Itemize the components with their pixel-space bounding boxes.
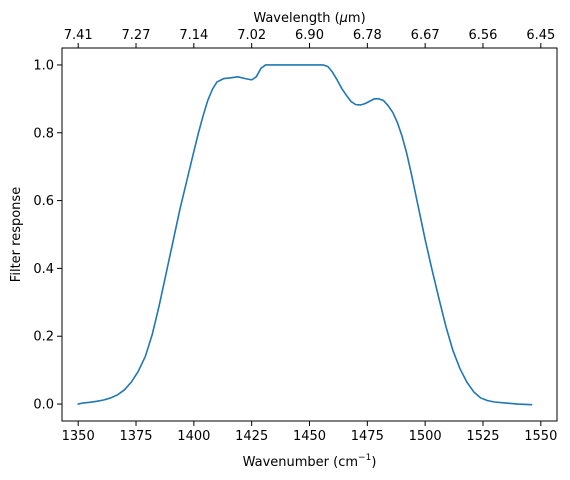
top-tick-label: 6.56 — [469, 28, 498, 43]
top-tick-label: 6.67 — [411, 28, 440, 43]
x-tick-label: 1425 — [235, 429, 268, 444]
x-axis-label-suffix: ) — [371, 455, 376, 470]
y-tick-label: 0.2 — [33, 330, 54, 345]
x-tick-label: 1375 — [119, 429, 152, 444]
top-tick-label: 6.78 — [353, 28, 382, 43]
x-tick-label: 1450 — [293, 429, 326, 444]
x-tick-label: 1400 — [177, 429, 210, 444]
top-x-axis-label-mu: μ — [339, 11, 348, 26]
top-tick-label: 7.41 — [64, 28, 93, 43]
top-tick-label: 6.45 — [526, 28, 555, 43]
y-tick-label: 0.6 — [33, 194, 54, 209]
top-x-axis-label: Wavelength (μm) — [253, 11, 365, 26]
plot-frame — [61, 47, 558, 422]
x-axis-label: Wavenumber (cm−1) — [243, 453, 377, 470]
x-tick-label: 1525 — [466, 429, 499, 444]
top-tick-label: 7.27 — [122, 28, 151, 43]
x-axis-label-main: Wavenumber (cm — [243, 455, 358, 470]
y-axis-label: Filter response — [9, 187, 24, 282]
y-tick-label: 0.0 — [33, 398, 54, 413]
top-x-axis: 7.41 7.27 7.14 7.02 6.90 6.78 6.67 6.56 6.45 — [64, 28, 555, 48]
x-axis-label-superscript: −1 — [358, 453, 371, 463]
top-tick-label: 6.90 — [295, 28, 324, 43]
x-tick-label: 1350 — [62, 429, 95, 444]
y-tick-label: 1.0 — [33, 58, 54, 73]
series-line — [77, 64, 533, 406]
x-tick-label: 1550 — [524, 429, 557, 444]
top-x-axis-label-prefix: Wavelength ( — [253, 11, 339, 26]
bottom-x-axis: 1350 1375 1400 1425 1450 1475 1500 1525 1550 — [62, 421, 557, 444]
top-tick-label: 7.14 — [179, 28, 208, 43]
series-layer — [77, 64, 533, 406]
x-tick-label: 1475 — [351, 429, 384, 444]
top-tick-label: 7.02 — [237, 28, 266, 43]
y-tick-label: 0.8 — [33, 126, 54, 141]
y-axis: 0.0 0.2 0.4 0.6 0.8 1.0 — [33, 58, 62, 413]
x-tick-label: 1500 — [409, 429, 442, 444]
y-tick-label: 0.4 — [33, 262, 54, 277]
top-x-axis-label-suffix: m) — [348, 11, 366, 26]
